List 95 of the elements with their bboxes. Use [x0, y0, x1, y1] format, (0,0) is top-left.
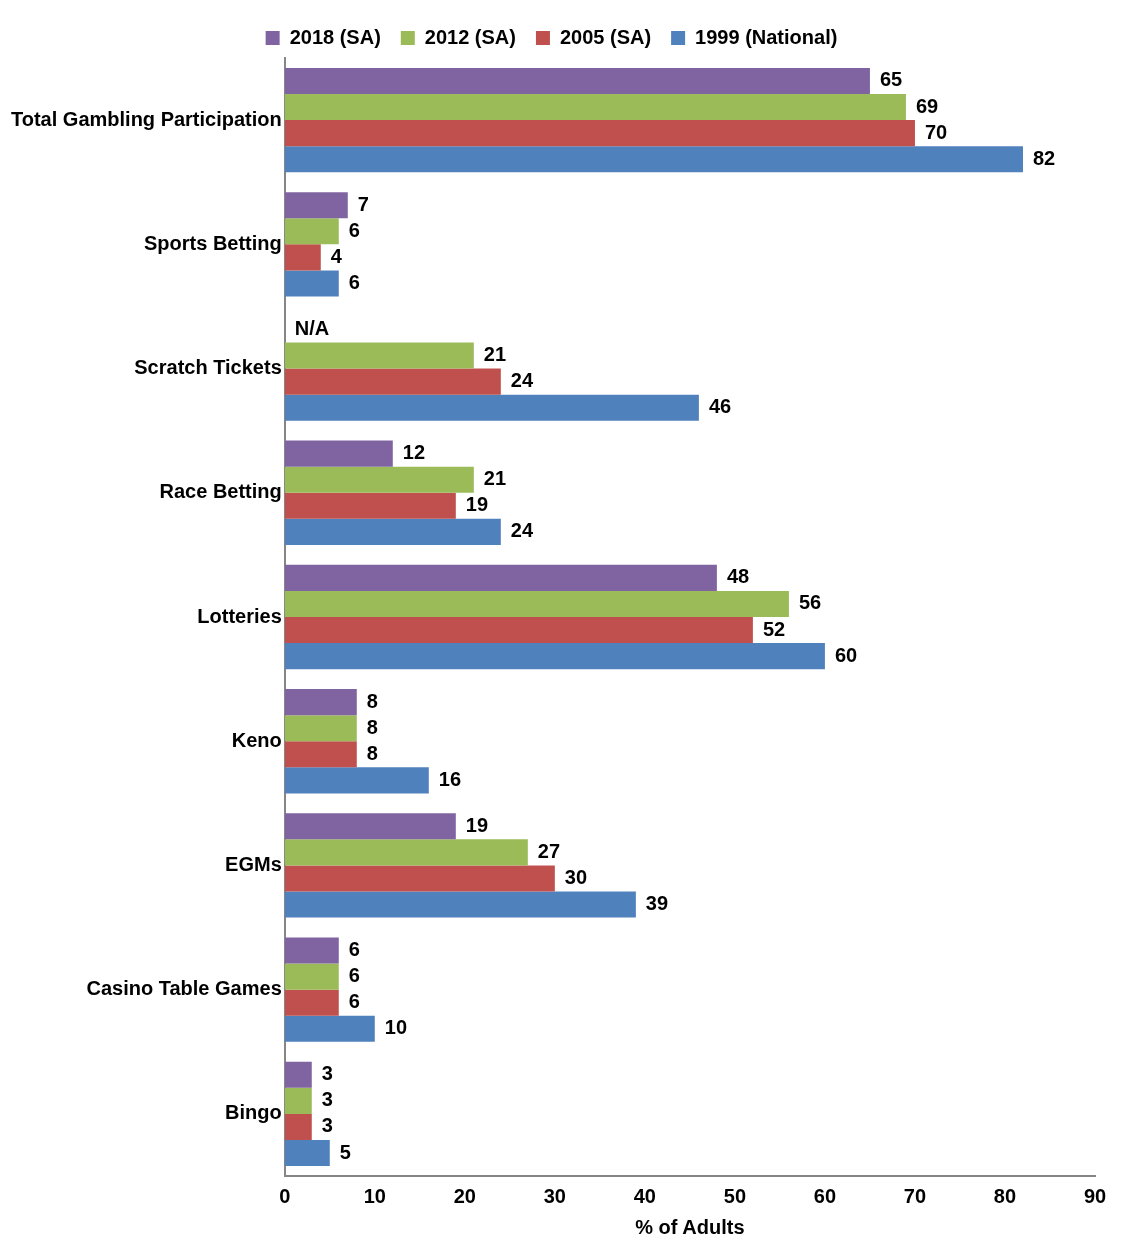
bar	[284, 440, 393, 467]
bar	[284, 564, 717, 591]
data-label: 16	[438, 767, 462, 790]
data-label: 4	[330, 244, 343, 267]
y-tick-label: Bingo	[225, 1101, 282, 1124]
bar	[284, 937, 339, 964]
data-label: 8	[366, 715, 378, 738]
data-label: 21	[483, 343, 507, 366]
legend-label: 2012 (SA)	[424, 25, 516, 48]
bar	[284, 891, 636, 918]
bar	[284, 146, 1023, 173]
bar	[284, 394, 699, 421]
data-label: 24	[510, 519, 534, 542]
bar	[284, 617, 753, 644]
data-label: 6	[348, 964, 360, 987]
bar	[284, 1061, 312, 1088]
x-tick-label: 10	[363, 1184, 386, 1207]
data-label: 12	[402, 441, 426, 464]
x-tick-label: 90	[1083, 1184, 1107, 1207]
data-label: 6	[348, 270, 360, 293]
data-label: 7	[357, 192, 369, 215]
data-label: 10	[384, 1016, 408, 1039]
bar	[284, 192, 348, 219]
legend-label: 1999 (National)	[695, 25, 838, 48]
data-label: 60	[834, 643, 858, 666]
x-tick-label: 50	[723, 1184, 747, 1207]
y-tick-label: Lotteries	[197, 604, 282, 627]
x-axis-title: % of Adults	[635, 1215, 745, 1238]
bar	[284, 767, 429, 794]
x-tick-label: 80	[993, 1184, 1017, 1207]
y-tick-label: Sports Betting	[143, 231, 282, 254]
bar	[284, 741, 357, 768]
y-tick-label: Casino Table Games	[86, 977, 282, 1000]
data-label: 6	[348, 990, 360, 1013]
data-label: 21	[483, 467, 507, 490]
data-label: 65	[879, 68, 903, 91]
x-tick-label: 60	[813, 1184, 837, 1207]
bar	[284, 244, 321, 271]
data-label: 27	[537, 839, 561, 862]
bar	[284, 518, 501, 545]
data-label: 3	[321, 1114, 333, 1137]
data-label: 69	[915, 94, 939, 117]
data-label: 3	[321, 1088, 333, 1111]
data-label: 6	[348, 218, 360, 241]
data-label: 8	[366, 689, 378, 712]
data-label: 6	[348, 938, 360, 961]
data-label: 48	[726, 565, 750, 588]
bar	[284, 1139, 330, 1167]
bar	[284, 218, 339, 245]
bar	[284, 1015, 375, 1042]
bar	[284, 715, 357, 742]
legend-label: 2005 (SA)	[559, 25, 652, 48]
y-tick-label: Scratch Tickets	[134, 356, 282, 379]
bar	[284, 368, 501, 395]
bar	[284, 839, 528, 866]
data-label: 24	[510, 369, 534, 392]
bar	[284, 813, 456, 840]
data-label: 19	[465, 493, 489, 516]
bar	[284, 643, 825, 670]
data-label: 52	[762, 617, 786, 640]
bar	[284, 342, 474, 369]
data-label: 70	[924, 120, 948, 143]
bar	[284, 492, 456, 519]
bar	[284, 689, 357, 716]
bar	[284, 1113, 312, 1140]
x-tick-label: 40	[633, 1184, 656, 1207]
bar	[284, 963, 339, 990]
data-label: 56	[798, 591, 822, 614]
data-label: 46	[708, 395, 732, 418]
data-label: 5	[339, 1140, 351, 1163]
legend-label: 2018 (SA)	[289, 25, 381, 48]
x-tick-label: 0	[279, 1184, 291, 1207]
y-tick-label: EGMs	[225, 852, 282, 875]
bar	[284, 466, 474, 493]
data-label: 82	[1032, 146, 1056, 169]
y-tick-label: Total Gambling Participation	[11, 107, 282, 130]
text: N/A	[294, 316, 330, 339]
y-tick-label: Race Betting	[159, 480, 282, 503]
bar	[284, 865, 555, 892]
bar	[284, 590, 789, 617]
bar	[284, 1087, 312, 1114]
bar	[284, 270, 339, 297]
bar	[284, 94, 906, 121]
bar	[284, 67, 870, 95]
x-tick-label: 20	[453, 1184, 476, 1207]
data-label: 30	[564, 866, 588, 888]
data-label: 3	[321, 1062, 333, 1085]
data-label: 39	[645, 892, 669, 915]
bar	[284, 120, 915, 147]
data-label: 8	[366, 741, 378, 764]
bar	[284, 989, 339, 1016]
y-tick-label: Keno	[231, 728, 282, 751]
data-label: 19	[465, 813, 489, 836]
x-tick-label: 30	[543, 1184, 566, 1207]
x-tick-label: 70	[903, 1184, 927, 1207]
